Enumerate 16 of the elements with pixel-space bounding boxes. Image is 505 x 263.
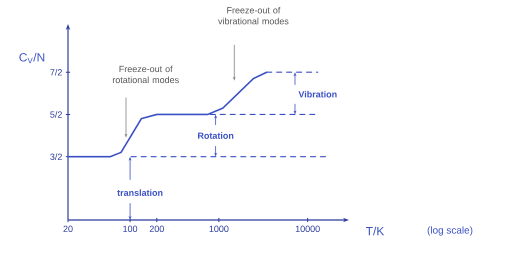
text: Freeze-out of vibrational modes — [218, 6, 288, 24]
annotation: translation — [117, 189, 162, 196]
x-tick-label: 1000 — [210, 226, 228, 232]
x-tick-label: 200 — [150, 226, 164, 232]
annotation: Rotation — [198, 132, 234, 139]
x-axis-title: T/K — [366, 226, 384, 236]
x-tick-label: 20 — [63, 226, 73, 232]
annotation: Freeze-out of rotational modes — [112, 66, 179, 84]
y-tick-label: 5/2 — [50, 111, 62, 118]
y-tick-label: 7/2 — [50, 68, 62, 76]
text: (log scale) — [428, 226, 472, 236]
y-tick-label: 3/2 — [50, 153, 62, 160]
x-tick-label: 100 — [123, 226, 138, 232]
annotation: Vibration — [298, 90, 337, 98]
y-axis-title: C$_{V}$/N — [19, 52, 44, 64]
x-tick-label: 10000 — [296, 226, 320, 232]
